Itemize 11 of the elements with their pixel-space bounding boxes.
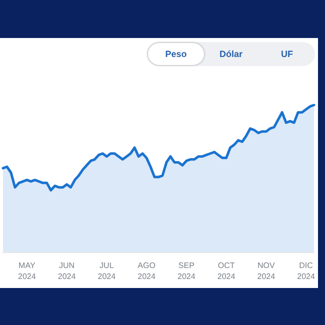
x-tick-label: DIC 2024: [297, 261, 316, 281]
x-tick-label: OCT 2024: [217, 261, 236, 281]
x-tick-label: SEP 2024: [178, 261, 196, 281]
x-tick-label: JUN 2024: [58, 261, 76, 281]
x-tick-label: AGO 2024: [138, 261, 156, 281]
text: Peso: [148, 43, 204, 65]
x-tick-label: NOV 2024: [257, 261, 276, 281]
text: UF: [280, 48, 294, 61]
x-tick-label: MAY 2024: [18, 261, 36, 281]
x-tick-label: JUL 2024: [98, 261, 116, 281]
text: Dólar: [218, 48, 244, 61]
